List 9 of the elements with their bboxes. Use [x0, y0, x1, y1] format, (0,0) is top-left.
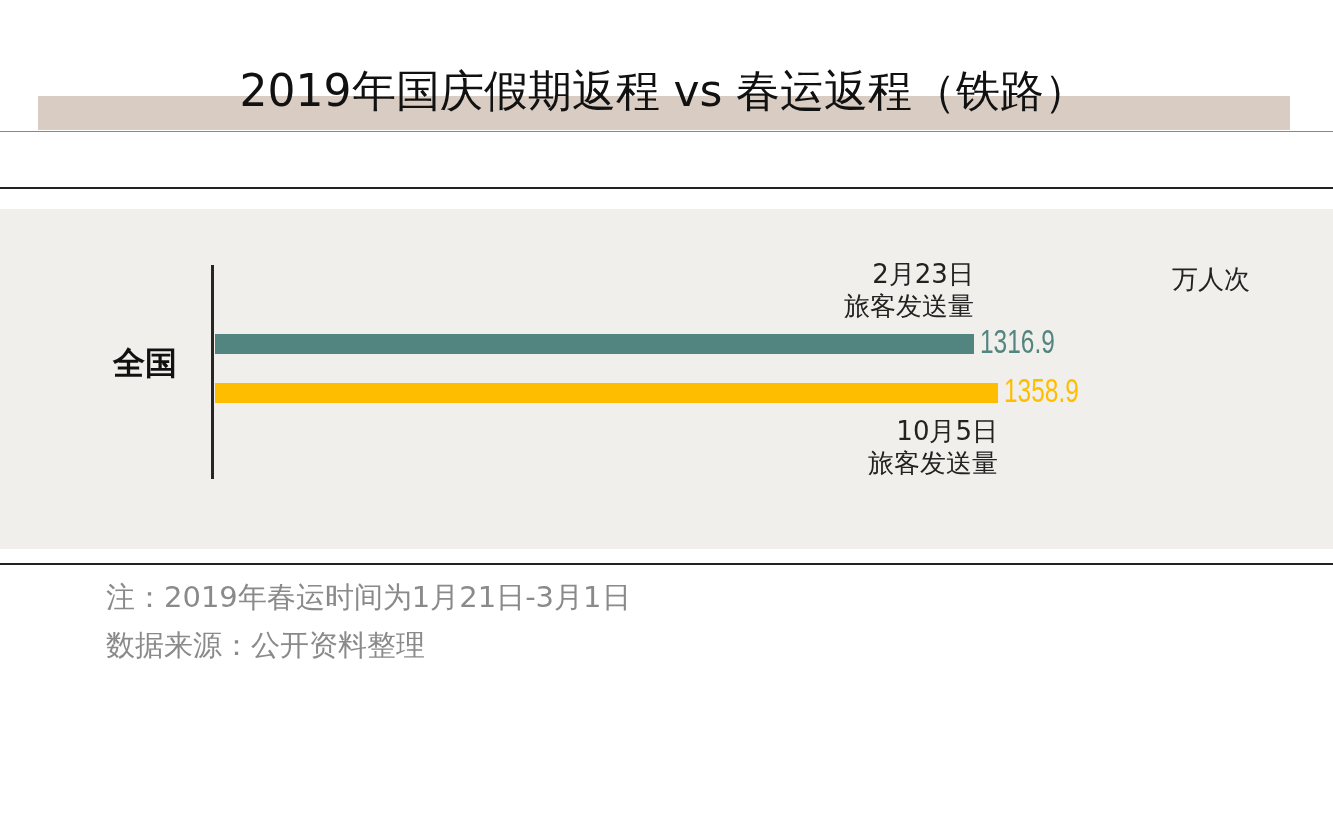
data-label: 1316.9 — [979, 322, 1055, 361]
chart-title: 2019年国庆假期返程 vs 春运返程（铁路） — [238, 64, 1090, 118]
y-tick-label: 全国 — [112, 343, 178, 384]
text: 注：2019年春运时间为1月21日-3月1日 — [106, 579, 631, 616]
source-note: 数据来源：公开资料整理 — [106, 627, 425, 664]
series-label: 2月23日旅客发送量 — [842, 258, 974, 322]
text: 万人次 — [1172, 263, 1250, 296]
data-label: 1358.9 — [1004, 371, 1079, 410]
series-label: 10月5日旅客发送量 — [867, 415, 998, 479]
